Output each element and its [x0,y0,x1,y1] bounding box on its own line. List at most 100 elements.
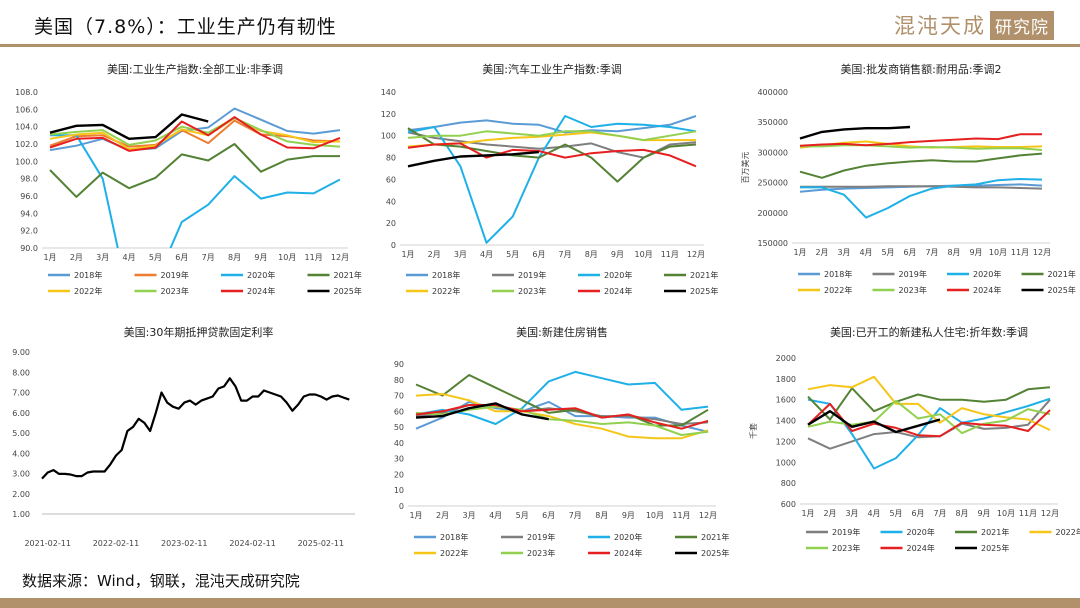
x-tick-label: 11月 [1011,248,1029,257]
x-tick-label: 7月 [559,250,572,259]
x-tick-label: 2024-02-11 [229,539,276,548]
x-tick-label: 12月 [1041,509,1059,518]
x-tick-label: 6月 [175,253,188,262]
y-tick-label: 60 [394,407,404,416]
series-line [49,113,209,141]
y-tick-label: 40 [386,197,396,206]
legend-label: 2019年 [527,532,555,542]
x-tick-label: 4月 [123,253,136,262]
legend-label: 2019年 [518,270,546,280]
x-tick-label: 2月 [428,250,441,259]
chart-auto-production: 美国:汽车工业生产指数:季调 0 20 40 60 80 100 120 140 1月 2月 3月 4月… [381,62,719,296]
legend-label: 2023年 [161,286,189,296]
legend-label: 2018年 [74,270,102,280]
x-tick-label: 12月 [331,253,349,262]
y-tick-label: 150000 [757,239,788,248]
chart-title: 美国:汽车工业生产指数:季调 [482,62,621,76]
series-line [800,144,1043,151]
x-tick-label: 11月 [661,250,679,259]
series-line [407,130,697,142]
legend-label: 2019年 [899,269,927,279]
x-tick-label: 12月 [699,511,717,520]
y-tick-label: 90 [394,360,404,369]
y-tick-label: 106.0 [15,105,38,114]
y-tick-label: 8.00 [12,368,30,377]
data-source: 数据来源：Wind，钢联，混沌天成研究院 [22,572,300,590]
x-tick-label: 8月 [228,253,241,262]
x-tick-label: 6月 [911,509,924,518]
y-tick-label: 6.00 [12,409,30,418]
brand-name: 混沌天成 [894,14,986,38]
legend-label: 2022年 [432,286,460,296]
x-tick-label: 5月 [506,250,519,259]
y-tick-label: 2000 [776,354,796,363]
x-tick-label: 4月 [489,511,502,520]
x-tick-label: 11月 [672,511,690,520]
x-tick-label: 8月 [955,509,968,518]
series-line [49,116,341,152]
y-tick-label: 140 [381,88,396,97]
header-rule [0,44,1080,47]
y-tick-label: 600 [781,500,796,509]
x-tick-label: 5月 [889,509,902,518]
chart-title: 美国:批发商销售额:耐用品:季调2 [840,62,1001,76]
legend-label: 2022年 [1056,527,1080,537]
x-tick-label: 2月 [70,253,83,262]
y-tick-label: 0 [391,241,396,250]
x-tick-label: 10月 [635,250,653,259]
x-tick-label: 5月 [881,248,894,257]
y-tick-label: 350000 [757,118,788,127]
y-tick-label: 70 [394,392,404,401]
x-tick-label: 2023-02-11 [161,539,208,548]
legend-label: 2024年 [973,285,1001,295]
y-axis-label: 千套 [748,423,758,439]
legend-label: 2024年 [614,548,642,558]
y-tick-label: 102.0 [15,140,38,149]
series-line [807,397,1051,470]
legend-label: 2021年 [334,270,362,280]
x-tick-label: 9月 [622,511,635,520]
x-tick-label: 10月 [989,248,1007,257]
chart-housing-starts: 美国:已开工的新建私人住宅:折年数:季调 600 800 1000 1200 1400 16… [748,325,1080,553]
x-tick-label: 8月 [585,250,598,259]
chart-mortgage-rate: 美国:30年期抵押贷款固定利率 1.00 2.00 3.00 4.00 5.00 6.00 7… [12,325,355,548]
x-tick-label: 4月 [480,250,493,259]
x-tick-label: 3月 [454,250,467,259]
y-tick-label: 2.00 [12,490,30,499]
y-tick-label: 0 [399,502,404,511]
chart-title: 美国:30年期抵押贷款固定利率 [124,325,274,339]
legend-label: 2024年 [247,286,275,296]
x-tick-label: 6月 [532,250,545,259]
y-tick-label: 96.0 [20,192,38,201]
x-tick-label: 2022-02-11 [93,539,140,548]
legend-label: 2022年 [440,548,468,558]
x-tick-label: 9月 [611,250,624,259]
x-tick-label: 10月 [278,253,296,262]
y-tick-label: 9.00 [12,348,30,357]
x-tick-label: 5月 [516,511,529,520]
y-tick-label: 200000 [757,209,788,218]
legend-label: 2025年 [1048,285,1076,295]
series-line [415,393,709,440]
x-tick-label: 7月 [933,509,946,518]
y-tick-label: 800 [781,479,796,488]
legend-label: 2020年 [907,527,935,537]
x-tick-label: 3月 [845,509,858,518]
series-line [807,409,941,434]
series-line [415,374,709,427]
chart-title: 美国:新建住房销售 [516,325,608,339]
chart-title: 美国:工业生产指数:全部工业:非季调 [107,62,283,76]
x-tick-label: 1月 [43,253,56,262]
series-line [415,402,549,421]
legend-label: 2025年 [690,286,718,296]
series-line [49,117,341,148]
legend-label: 2020年 [614,532,642,542]
chart-new-home-sales: 美国:新建住房销售 0 10 20 30 40 50 60 70 80 90 1月 2月 3月 4月 5月 6月… [394,325,730,558]
y-tick-label: 100.0 [15,157,38,166]
legend-label: 2020年 [604,270,632,280]
x-tick-label: 2021-02-11 [24,539,71,548]
x-tick-label: 5月 [149,253,162,262]
series-line [799,152,1043,179]
brand-institute: 研究院 [990,10,1054,40]
x-tick-label: 2月 [436,511,449,520]
